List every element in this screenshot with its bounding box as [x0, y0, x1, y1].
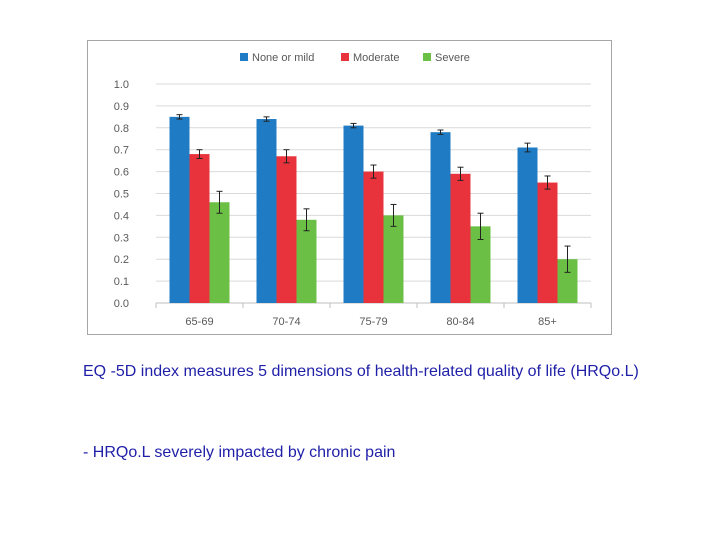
- bar: [450, 173, 471, 303]
- chart-frame: 0.0 0.1 0.2 0.3 0.4 0.5 0.6 0.7 0.8 0.9 1.0 65-69 70…: [87, 40, 612, 335]
- y-tick-label: 0.2: [114, 254, 129, 266]
- bar: [256, 119, 277, 303]
- x-tick-label: 75-79: [359, 316, 387, 328]
- y-tick-label: 1.0: [114, 79, 129, 91]
- legend-swatch: [423, 53, 431, 61]
- bar: [343, 125, 364, 303]
- legend-swatch: [240, 53, 248, 61]
- x-tick-label: 80-84: [446, 316, 474, 328]
- legend-label: None or mild: [252, 52, 314, 64]
- bar: [276, 156, 297, 303]
- bar: [557, 259, 578, 303]
- bar: [189, 154, 210, 303]
- y-tick-label: 0.4: [114, 210, 129, 222]
- bar-chart: 0.0 0.1 0.2 0.3 0.4 0.5 0.6 0.7 0.8 0.9 1.0 65-69 70…: [114, 52, 592, 328]
- y-tick-label: 0.9: [114, 101, 129, 113]
- bar: [363, 171, 384, 303]
- bar: [296, 219, 317, 303]
- caption-bullet: - HRQo.L severely impacted by chronic pa…: [83, 444, 396, 461]
- bar: [209, 202, 230, 303]
- legend-label: Severe: [435, 52, 470, 64]
- x-tick-label: 85+: [538, 316, 557, 328]
- legend-label: Moderate: [353, 52, 399, 64]
- bar: [470, 226, 491, 303]
- caption-description: EQ -5D index measures 5 dimensions of he…: [83, 363, 639, 380]
- y-tick-label: 0.1: [114, 276, 129, 288]
- y-tick-label: 0.5: [114, 189, 129, 201]
- y-tick-label: 0.7: [114, 145, 129, 157]
- bar: [383, 215, 404, 303]
- x-tick-label: 70-74: [272, 316, 300, 328]
- bar: [537, 182, 558, 303]
- legend-swatch: [341, 53, 349, 61]
- y-tick-label: 0.0: [114, 298, 129, 310]
- bar: [169, 116, 190, 303]
- y-tick-label: 0.8: [114, 123, 129, 135]
- bar: [430, 132, 451, 303]
- y-tick-label: 0.3: [114, 232, 129, 244]
- y-tick-label: 0.6: [114, 167, 129, 179]
- bar: [517, 147, 538, 303]
- x-tick-label: 65-69: [185, 316, 213, 328]
